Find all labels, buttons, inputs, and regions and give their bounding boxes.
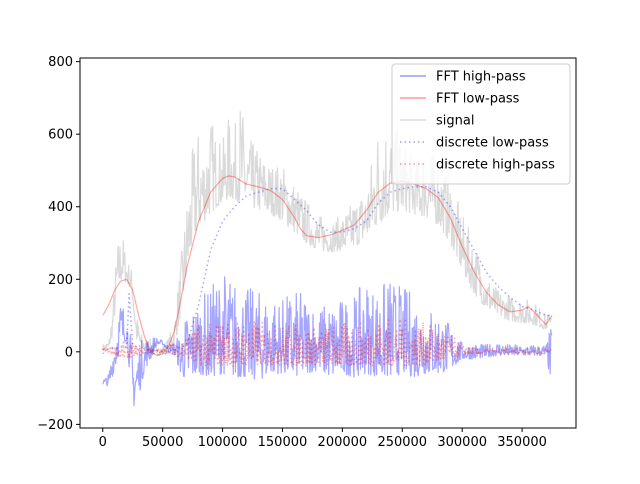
x-tick-label: 150000 bbox=[258, 435, 308, 450]
y-tick-label: 800 bbox=[48, 55, 73, 70]
x-tick-label: 250000 bbox=[377, 435, 427, 450]
plot-frame bbox=[79, 57, 577, 429]
y-tick-label: 200 bbox=[48, 273, 73, 288]
legend-label: discrete high-pass bbox=[436, 158, 555, 173]
series-layer bbox=[102, 111, 553, 407]
series-line-fft-high-pass bbox=[102, 276, 553, 407]
x-axis: 0 50000 100000 150000 200000 250000 300000 3500… bbox=[99, 428, 547, 450]
legend-label: discrete low-pass bbox=[436, 136, 549, 151]
legend: FFT high-pass FFT low-pass signal discrete … bbox=[391, 63, 571, 185]
x-tick-label: 0 bbox=[99, 435, 107, 450]
legend-label: signal bbox=[436, 114, 474, 129]
legend-label: FFT high-pass bbox=[436, 70, 526, 85]
x-tick-label: 350000 bbox=[497, 435, 547, 450]
x-tick-label: 50000 bbox=[142, 435, 183, 450]
y-axis: −200 0 200 400 600 800 bbox=[37, 55, 80, 433]
x-tick-label: 300000 bbox=[437, 435, 487, 450]
legend-box bbox=[391, 63, 571, 185]
y-tick-label: 0 bbox=[65, 345, 73, 360]
y-tick-label: 600 bbox=[48, 128, 73, 143]
series-line-discrete-low-pass bbox=[102, 186, 552, 353]
series-line-signal bbox=[102, 111, 553, 357]
legend-label: FFT low-pass bbox=[436, 92, 520, 107]
x-tick-label: 100000 bbox=[198, 435, 248, 450]
series-line-discrete-high-pass bbox=[102, 317, 553, 368]
y-tick-label: −200 bbox=[37, 418, 73, 433]
x-tick-label: 200000 bbox=[318, 435, 368, 450]
y-tick-label: 400 bbox=[48, 200, 73, 215]
series-line-fft-low-pass bbox=[102, 175, 553, 357]
